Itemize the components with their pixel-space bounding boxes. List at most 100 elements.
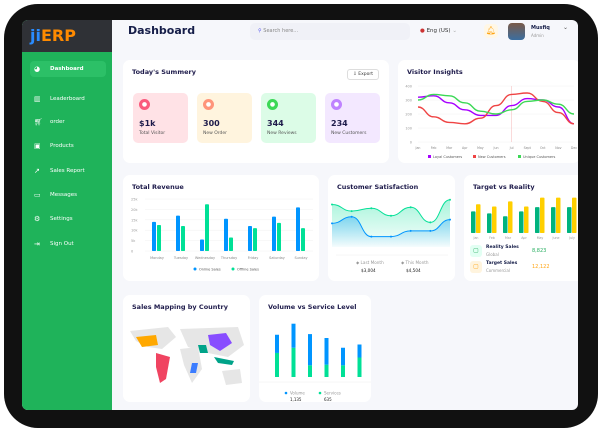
bell-icon: 🔔︎: [485, 26, 497, 35]
bar: [176, 215, 180, 251]
x-tick-label: Saturday: [269, 256, 285, 260]
y-tick-label: 25k: [131, 198, 138, 202]
card-title: Total Revenue: [132, 183, 184, 191]
legend-total: $3,004: [361, 268, 376, 273]
bar-volume: [341, 347, 345, 366]
legend-label: New Customers: [478, 155, 506, 159]
sidebar-item-settings[interactable]: ⚙ Settings: [34, 215, 73, 223]
line-chart-icon: ↗: [34, 167, 40, 175]
search-input[interactable]: ⚲ Search here...: [250, 23, 410, 40]
chevron-down-icon: ⌄: [452, 28, 457, 34]
map-brazil: [156, 353, 170, 383]
bar-services: [341, 365, 345, 377]
sidebar-item-sign-out[interactable]: ⇥ Sign Out: [34, 240, 74, 248]
sidebar-item-leaderboard[interactable]: ▥ Leaderboard: [34, 95, 85, 103]
x-tick-label: Apr: [462, 146, 468, 150]
x-tick-label: Jul: [509, 146, 514, 150]
card-title: Visitor Insights: [407, 68, 463, 76]
map-usa: [136, 335, 158, 347]
bar: [200, 239, 204, 251]
bar: [476, 204, 481, 233]
sidebar-item-sales-report[interactable]: ↗ Sales Report: [34, 167, 85, 175]
bar: [296, 207, 300, 251]
export-button[interactable]: ⇩ Export: [347, 69, 379, 80]
x-tick-label: Mar: [505, 236, 512, 240]
x-tick-label: Friday: [248, 256, 259, 260]
x-tick-label: Feb: [431, 146, 437, 150]
bar: [301, 228, 305, 251]
y-tick-label: 200: [405, 113, 412, 117]
todays-summary-card: Today's Summery ⇩ Export ● $1k Total Visit…: [123, 60, 389, 163]
legend-dot: [231, 267, 235, 271]
message-icon: ▭: [34, 191, 41, 199]
data-point: [429, 221, 432, 224]
data-point: [390, 214, 392, 217]
sales-map-card: Sales Mapping by Country: [123, 295, 250, 402]
map-china: [208, 333, 232, 351]
bar: [492, 206, 497, 233]
legend-total: $4,504: [406, 268, 421, 273]
notification-button[interactable]: 🔔︎: [484, 24, 498, 38]
legend-dot: [284, 391, 288, 395]
bar-volume: [308, 334, 312, 366]
x-tick-label: Apr: [521, 236, 527, 240]
legend-swatch: [518, 155, 521, 158]
y-tick-label: 20k: [131, 208, 138, 212]
target-vs-reality-card: Target vs Reality Jan Feb Mar Apr May June Jul…: [464, 175, 578, 281]
bar-volume: [324, 338, 329, 365]
volume-service-card: Volume vs Service Level Volume 1,135 Servi…: [259, 295, 371, 402]
sidebar-item-dashboard[interactable]: ◕ Dashboard: [30, 61, 106, 77]
bar: [551, 207, 556, 233]
y-tick-label: 5k: [131, 239, 136, 243]
bar: [508, 201, 513, 233]
cart-icon: 🛒︎: [34, 118, 43, 126]
legend-label: ◆ This Month: [401, 260, 429, 265]
x-tick-label: Dec: [571, 146, 577, 150]
user-name: Musfiq: [531, 25, 550, 31]
bar: [229, 237, 233, 251]
bar-services: [308, 365, 312, 377]
visitor-insights-chart: 0 100 200 300 400 Jan Feb Mar Apr May Jun Jul Sept Oc…: [405, 85, 577, 160]
sidebar-item-order[interactable]: 🛒︎ order: [34, 118, 65, 126]
avatar[interactable]: [508, 23, 525, 40]
user-menu-chevron-icon[interactable]: ⌄: [563, 24, 569, 31]
card-title: Customer Satisfaction: [337, 183, 419, 191]
x-tick-label: Jan: [473, 236, 479, 240]
sidebar-item-products[interactable]: ▣ Products: [34, 142, 74, 150]
bar: [487, 213, 492, 233]
sidebar: jiERP ◕ Dashboard ▥ Leaderboard 🛒︎ order ▣ Prod…: [22, 20, 112, 410]
legend-label: Online Sales: [199, 267, 221, 271]
bag-icon: ▣: [34, 142, 41, 150]
data-point: [390, 235, 392, 238]
tile-icon: ●: [331, 99, 342, 110]
gear-icon: ⚙: [34, 215, 41, 223]
data-point: [429, 229, 432, 232]
data-point: [331, 203, 333, 206]
bar: [503, 216, 508, 233]
us-flag-icon: ●: [420, 28, 425, 34]
bar-volume: [357, 344, 362, 358]
y-tick-label: 0: [131, 250, 133, 254]
language-select[interactable]: ● Eng (US) ⌄: [420, 28, 457, 34]
x-tick-label: Thursday: [220, 256, 237, 260]
y-tick-label: 400: [405, 85, 412, 89]
bar-services: [324, 364, 329, 377]
total-revenue-card: Total Revenue 0 5k 10k 15k 20k 25k Monday Tuesd…: [123, 175, 319, 281]
bar: [535, 207, 540, 233]
series-area: [332, 216, 450, 247]
x-tick-label: Jun: [493, 146, 499, 150]
bar: [556, 197, 561, 233]
map-saudi: [198, 345, 208, 353]
bar: [519, 211, 524, 233]
series-line-2: [417, 93, 575, 115]
summary-tile: ● $1k Total Visitor: [133, 93, 188, 143]
data-point: [370, 235, 373, 238]
legend-label: Loyal Customers: [433, 155, 462, 159]
x-tick-label: Feb: [489, 236, 495, 240]
sidebar-item-messages[interactable]: ▭ Messages: [34, 191, 77, 199]
x-tick-label: Sunday: [294, 256, 307, 260]
x-tick-label: Sept: [524, 146, 532, 150]
page-title: Dashboard: [128, 24, 196, 37]
bar: [524, 206, 529, 233]
